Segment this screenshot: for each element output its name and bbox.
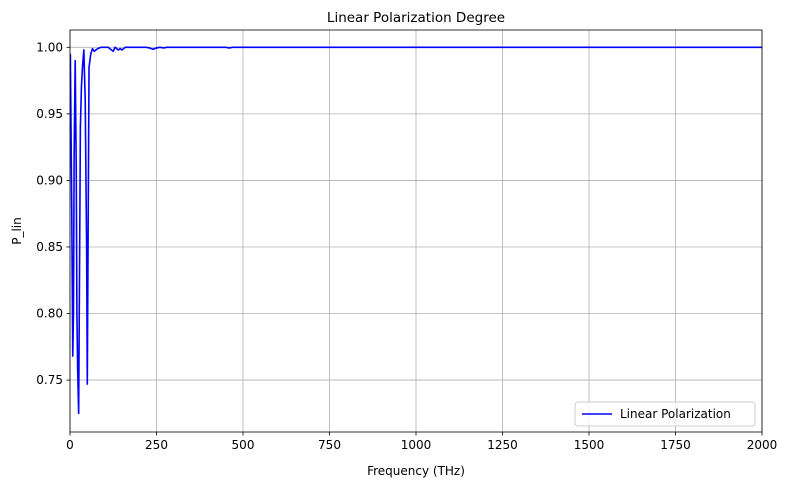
x-tick-label: 500 <box>232 438 255 452</box>
chart-title: Linear Polarization Degree <box>327 10 505 26</box>
series-line-linear-polarization <box>70 46 762 415</box>
x-tick-label: 2000 <box>747 438 778 452</box>
y-tick-label: 1.00 <box>36 40 63 54</box>
legend: Linear Polarization <box>574 401 756 427</box>
y-axis-label: P_lin <box>10 217 24 245</box>
y-tick-label: 0.75 <box>36 373 63 387</box>
x-tick-label: 250 <box>145 438 168 452</box>
x-tick-label: 1500 <box>574 438 605 452</box>
legend-box <box>574 401 756 427</box>
plot-area <box>70 46 762 415</box>
y-tick-label: 0.90 <box>36 173 63 187</box>
series-layer <box>70 46 762 415</box>
y-tick-label: 0.85 <box>36 240 63 254</box>
x-tick-label: 750 <box>318 438 341 452</box>
x-tick-label: 1000 <box>401 438 432 452</box>
x-axis: 0 250 500 750 1000 1250 1500 1750 2000 <box>66 432 777 452</box>
y-axis: 0.75 0.80 0.85 0.90 0.95 1.00 <box>36 40 70 387</box>
legend-label: Linear Polarization <box>620 407 731 421</box>
x-axis-label: Frequency (THz) <box>367 464 465 478</box>
y-tick-label: 0.95 <box>36 107 63 121</box>
x-tick-label: 0 <box>66 438 74 452</box>
y-tick-label: 0.80 <box>36 307 63 321</box>
x-tick-label: 1250 <box>487 438 518 452</box>
x-tick-label: 1750 <box>660 438 691 452</box>
